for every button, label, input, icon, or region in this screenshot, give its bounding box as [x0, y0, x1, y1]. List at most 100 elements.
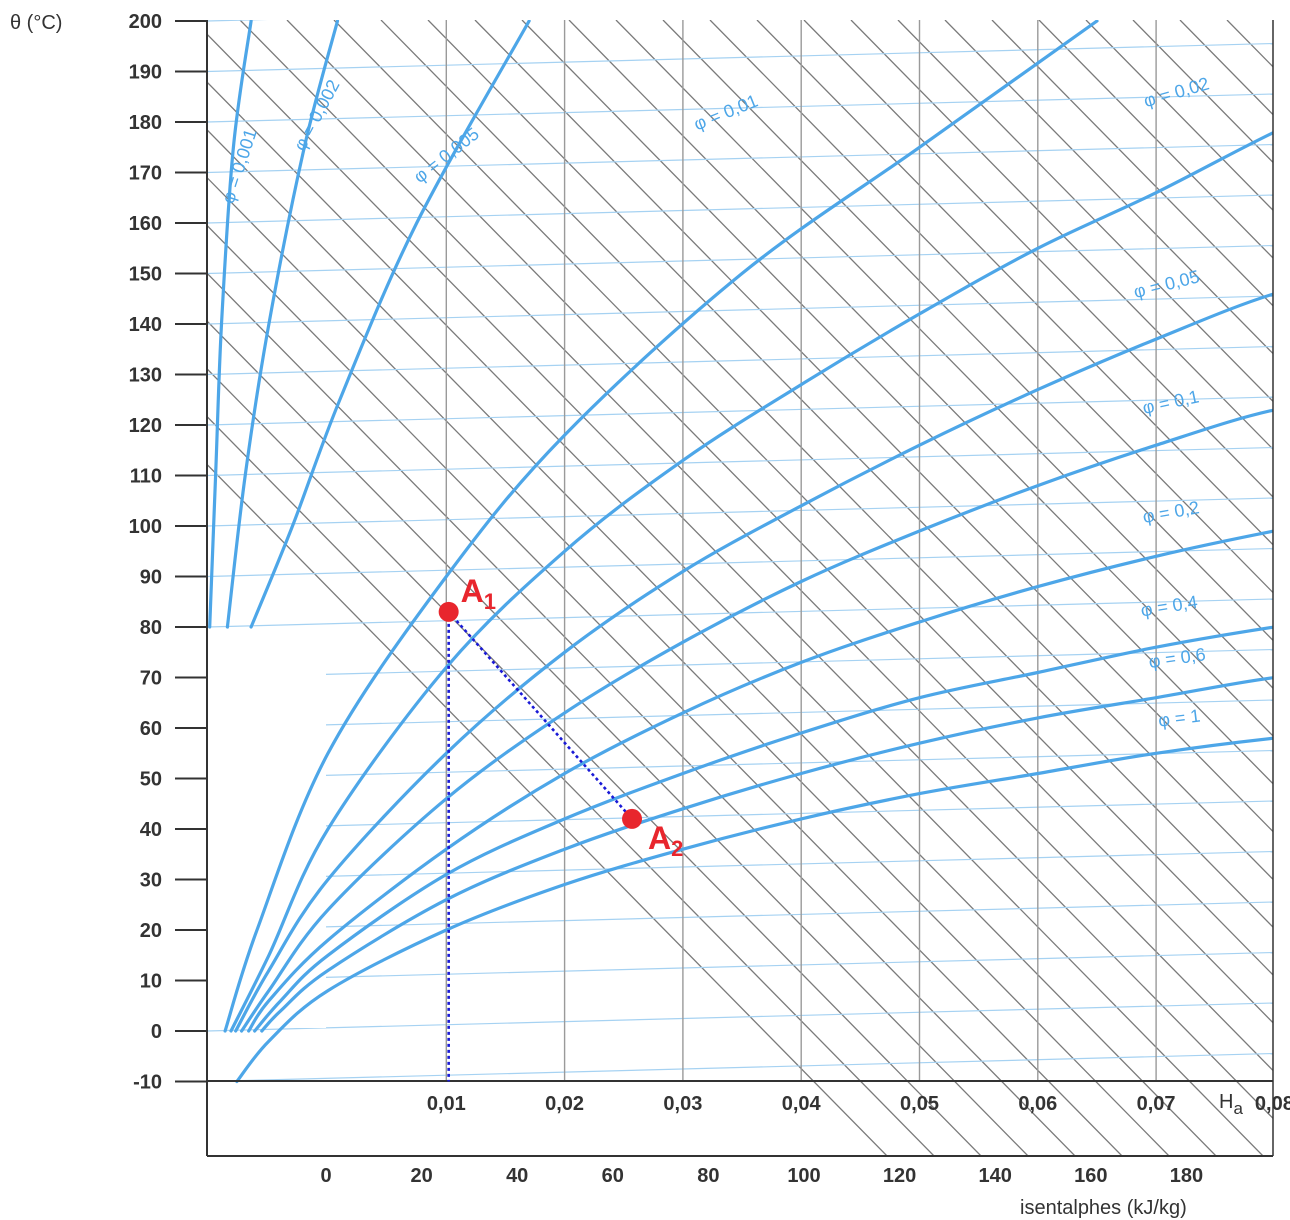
isenthalp-line — [207, 33, 1273, 1120]
x-tick-label: 0,04 — [782, 1093, 822, 1115]
humidity-curve — [223, 20, 1099, 1033]
y-tick-label: 150 — [129, 264, 162, 286]
isenthalp-line — [850, 20, 1273, 451]
isenthalp-line — [207, 320, 1029, 1156]
y-tick-label: 90 — [140, 567, 162, 589]
temperature-gridline — [207, 1052, 1273, 1083]
humidity-curve — [240, 408, 1273, 1033]
temperature-gridline — [207, 547, 1273, 578]
guide-line — [447, 610, 634, 820]
temperature-gridline — [207, 1002, 1273, 1032]
y-tick-label: 160 — [129, 213, 162, 235]
isenthalp-line — [286, 20, 1273, 1024]
temperature-gridline — [207, 749, 1273, 780]
humidity-curve — [235, 736, 1273, 1084]
y-tick-label: 140 — [129, 314, 162, 336]
curve-label: φ = 0,1 — [1141, 386, 1201, 417]
temperature-gridline — [207, 800, 1273, 830]
curve-label: φ = 0,002 — [290, 76, 344, 154]
isenthalp-line — [1274, 20, 1290, 1220]
temperature-gridline — [207, 295, 1273, 325]
y-tick-label: 30 — [140, 870, 162, 892]
temperature-gridline — [207, 93, 1273, 123]
temperature-gridline — [207, 850, 1273, 881]
enthalpy-tick-label: 140 — [979, 1165, 1012, 1187]
isenthalp-line — [756, 20, 1273, 546]
humidity-curve — [234, 292, 1273, 1033]
y-tick-label: 40 — [140, 819, 162, 841]
enthalpy-tick-label: 80 — [697, 1165, 719, 1187]
y-tick-label: 50 — [140, 769, 162, 791]
isenthalp-line — [207, 81, 1264, 1156]
x-tick-label: 0,08 — [1255, 1093, 1290, 1115]
isenthalp-line — [427, 20, 1273, 881]
data-points: A1 A2 — [438, 573, 683, 861]
isenthalp-line — [239, 20, 1273, 1072]
y-tick-label: 110 — [130, 466, 162, 488]
x-tick-label: 0,03 — [663, 1093, 702, 1115]
y-tick-label: 70 — [140, 668, 162, 690]
humidity-curve — [253, 625, 1273, 1033]
temperature-gridline — [207, 143, 1273, 174]
isenthalp-line — [709, 20, 1273, 594]
state-point — [438, 601, 459, 622]
curve-label: φ = 0,01 — [691, 91, 761, 135]
y-tick-label: 60 — [140, 718, 162, 740]
guide-lines — [447, 610, 634, 1082]
x-tick-label: 0,05 — [900, 1093, 939, 1115]
humidity-curve — [247, 529, 1273, 1033]
y-tick-label: 10 — [140, 971, 162, 993]
y-tick-label: 170 — [129, 163, 162, 185]
humidity-curve — [260, 676, 1273, 1033]
enthalpy-tick-label: 160 — [1074, 1165, 1107, 1187]
curve-label: φ = 0,001 — [218, 126, 261, 206]
y-tick-label: 200 — [129, 11, 162, 33]
isenthalp-line — [1085, 20, 1273, 212]
enthalpy-tick-label: 100 — [787, 1165, 820, 1187]
temperature-gridline — [207, 244, 1273, 275]
y-axis-title: θ (°C) — [10, 12, 62, 34]
enthalpy-tick-label: 40 — [506, 1165, 528, 1187]
isenthalp-line — [207, 128, 1217, 1156]
isenthalp-line — [207, 463, 888, 1156]
x-tick-label: 0,02 — [545, 1093, 584, 1115]
enthalpy-axis-title: isentalphes (kJ/kg) — [1020, 1197, 1187, 1219]
temperature-gridline — [207, 699, 1273, 729]
y-tick-label: 20 — [140, 920, 162, 942]
x-tick-label: 0,06 — [1018, 1093, 1057, 1115]
temperature-gridline — [207, 497, 1273, 527]
temperature-gridline — [207, 396, 1273, 426]
humidity-curve — [229, 131, 1273, 1033]
curve-label: φ = 1 — [1157, 706, 1201, 731]
enthalpy-tick-label: 20 — [410, 1165, 432, 1187]
isenthalp-line — [207, 415, 935, 1156]
isenthalp-line — [207, 176, 1170, 1156]
temperature-gridline — [207, 194, 1273, 224]
x-tick-label: 0,01 — [427, 1093, 466, 1115]
y-tick-label: 100 — [129, 516, 162, 538]
humidity-curve — [225, 20, 340, 629]
isenthalp-line — [380, 20, 1273, 929]
y-axis-ticks: 2001901801701601501401301201101009080706… — [129, 11, 207, 1094]
isenthalp-line — [474, 20, 1273, 833]
curve-label: φ = 0,05 — [1132, 266, 1202, 302]
y-tick-label: 120 — [129, 415, 162, 437]
isenthalp-line — [662, 20, 1273, 642]
humidity-curve — [208, 20, 253, 629]
point-label: A2 — [648, 820, 683, 861]
x-axis-title: Ha — [1219, 1091, 1243, 1118]
temperature-gridline — [207, 446, 1273, 477]
y-tick-label: 190 — [129, 62, 162, 84]
temperature-gridline — [207, 42, 1273, 73]
humidity-curve — [249, 20, 531, 629]
x-axis-ticks: 0,01 0,02 0,03 0,04 0,05 0,06 0,07 0,08 — [427, 1093, 1290, 1115]
temperature-gridline — [207, 20, 268, 22]
isenthalp-lines — [207, 20, 1290, 1220]
curve-label: φ = 0,02 — [1141, 73, 1211, 111]
humidity-curves — [208, 20, 1273, 1084]
temperature-gridline — [207, 951, 1273, 982]
vertical-gridlines — [445, 20, 1157, 1081]
blank-region — [208, 628, 326, 1028]
enthalpy-axis-ticks: 0 20 40 60 80 100 120 140 160 180 — [320, 1165, 1203, 1187]
